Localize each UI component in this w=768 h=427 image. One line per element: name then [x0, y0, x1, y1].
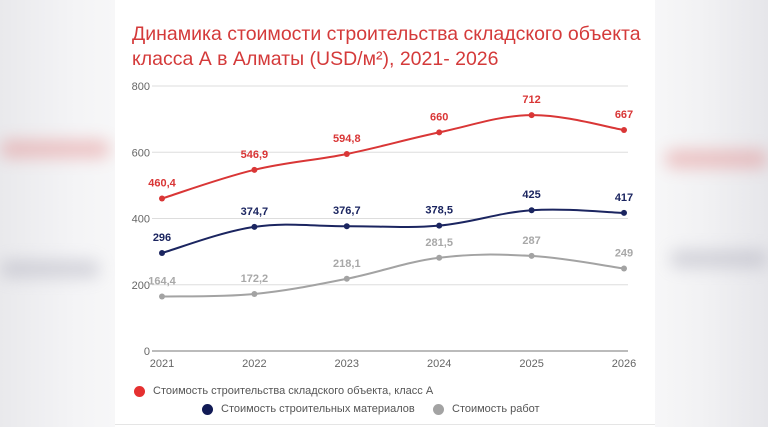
data-point — [251, 223, 258, 230]
y-tick-label: 600 — [132, 147, 150, 159]
data-label: 374,7 — [241, 206, 269, 218]
data-point — [251, 166, 258, 173]
data-point — [621, 209, 627, 216]
data-point — [343, 275, 350, 282]
data-point — [159, 195, 165, 202]
data-label: 218,1 — [333, 258, 361, 270]
data-point — [436, 129, 443, 136]
series-line-0 — [161, 114, 625, 200]
background-blur — [0, 140, 110, 158]
data-point — [621, 265, 627, 272]
data-point — [159, 249, 165, 256]
data-point — [343, 150, 350, 157]
y-tick-label: 0 — [144, 346, 150, 358]
x-tick-label: 2021 — [150, 358, 174, 370]
data-label: 287 — [522, 235, 540, 247]
x-tick-label: 2025 — [519, 358, 543, 370]
data-label: 546,9 — [241, 149, 269, 161]
data-label: 164,4 — [148, 276, 176, 288]
legend-label: Стоимость работ — [452, 403, 540, 415]
data-point — [528, 207, 535, 214]
data-label: 425 — [522, 189, 540, 201]
y-tick-label: 400 — [132, 214, 150, 226]
legend-dot-red-icon — [134, 385, 145, 397]
legend-label: Стоимость строительства складского объек… — [153, 385, 434, 397]
legend-item-1: Стоимость строительных материалов — [202, 403, 415, 415]
data-label: 376,7 — [333, 205, 361, 217]
series-line-2 — [161, 253, 625, 298]
data-label: 460,4 — [148, 177, 176, 189]
data-label: 378,5 — [425, 205, 453, 217]
series-line-1 — [161, 208, 625, 254]
data-point — [251, 290, 258, 297]
chart-card — [115, 0, 655, 427]
divider — [115, 424, 655, 425]
y-tick-label: 200 — [132, 280, 150, 292]
legend-dot-navy-icon — [202, 403, 213, 415]
data-label: 594,8 — [333, 133, 361, 145]
data-label: 667 — [615, 109, 633, 121]
data-label: 417 — [615, 192, 633, 204]
x-tick-label: 2024 — [427, 358, 451, 370]
data-label: 660 — [430, 111, 448, 123]
data-label: 281,5 — [425, 237, 453, 249]
data-label: 712 — [522, 94, 540, 106]
x-tick-label: 2023 — [335, 358, 359, 370]
background-blur — [670, 250, 768, 268]
data-point — [436, 254, 443, 261]
legend-dot-gray-icon — [433, 403, 444, 415]
data-point — [528, 252, 535, 259]
legend-item-0: Стоимость строительства складского объек… — [134, 385, 433, 397]
x-tick-label: 2026 — [612, 358, 636, 370]
data-point — [159, 293, 165, 300]
chart-title: Динамика стоимости строительства складск… — [132, 23, 641, 70]
data-point — [621, 127, 627, 134]
data-label: 172,2 — [241, 273, 269, 285]
data-label: 296 — [153, 232, 171, 244]
background-blur — [0, 260, 100, 278]
data-point — [343, 223, 350, 230]
data-point — [436, 222, 443, 229]
x-tick-label: 2022 — [242, 358, 266, 370]
background-blur — [665, 150, 768, 168]
legend-label: Стоимость строительных материалов — [221, 403, 415, 415]
data-point — [528, 112, 535, 119]
y-tick-label: 800 — [132, 81, 150, 93]
data-label: 249 — [615, 248, 633, 260]
legend-item-2: Стоимость работ — [433, 403, 540, 415]
